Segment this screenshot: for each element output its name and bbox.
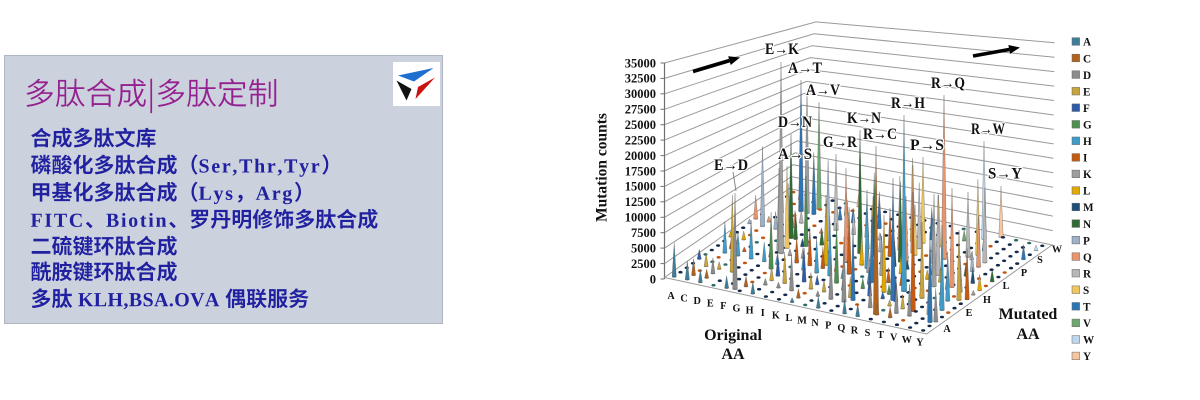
svg-text:P→S: P→S (910, 137, 944, 154)
svg-text:25000: 25000 (625, 118, 656, 132)
svg-text:A: A (1083, 37, 1091, 49)
svg-text:0: 0 (650, 272, 656, 286)
svg-text:V: V (1083, 318, 1091, 330)
svg-text:Y: Y (1083, 351, 1091, 363)
svg-text:L: L (1083, 186, 1090, 198)
svg-text:G: G (1083, 119, 1092, 131)
svg-text:27500: 27500 (625, 103, 656, 117)
svg-text:E: E (707, 298, 714, 309)
svg-text:7500: 7500 (631, 226, 656, 240)
svg-text:D: D (1083, 70, 1091, 82)
svg-text:5000: 5000 (631, 241, 656, 255)
svg-text:AA: AA (1016, 326, 1040, 343)
svg-text:12500: 12500 (625, 195, 656, 209)
svg-text:17500: 17500 (625, 164, 656, 178)
svg-text:A→S: A→S (778, 146, 812, 163)
svg-text:W: W (1083, 335, 1095, 347)
svg-text:A: A (667, 291, 675, 302)
svg-text:E: E (966, 308, 973, 319)
svg-text:I: I (761, 308, 765, 319)
svg-text:R→W: R→W (971, 121, 1005, 138)
svg-text:H: H (1083, 136, 1092, 148)
svg-text:F: F (720, 301, 726, 312)
svg-text:35000: 35000 (625, 56, 656, 70)
svg-text:Q: Q (837, 323, 845, 334)
svg-text:2500: 2500 (631, 257, 656, 271)
svg-text:N: N (1083, 219, 1091, 231)
svg-text:K: K (1083, 169, 1092, 181)
svg-text:R→H: R→H (891, 95, 925, 112)
svg-text:N: N (811, 318, 819, 329)
svg-text:M: M (797, 316, 807, 327)
svg-text:T: T (877, 330, 884, 341)
svg-text:S: S (1083, 285, 1089, 297)
svg-text:22500: 22500 (625, 133, 656, 147)
svg-text:15000: 15000 (625, 180, 656, 194)
svg-text:R: R (851, 325, 859, 336)
svg-text:L: L (786, 313, 793, 324)
svg-text:S: S (865, 328, 871, 339)
svg-text:L: L (1003, 281, 1010, 292)
svg-text:Mutation counts: Mutation counts (594, 113, 611, 222)
svg-text:S: S (1037, 255, 1043, 266)
svg-text:E→K: E→K (765, 41, 799, 58)
svg-text:K→N: K→N (847, 110, 881, 127)
svg-text:H: H (746, 306, 754, 317)
svg-text:10000: 10000 (625, 211, 656, 225)
svg-text:C: C (680, 293, 687, 304)
svg-text:G: G (733, 303, 741, 314)
svg-text:R→C: R→C (863, 126, 897, 143)
svg-text:Mutated: Mutated (999, 306, 1058, 323)
svg-text:S→Y: S→Y (988, 166, 1022, 183)
svg-text:Y: Y (916, 338, 924, 349)
svg-text:Original: Original (704, 327, 762, 344)
svg-text:P: P (1083, 235, 1090, 247)
svg-text:A→T: A→T (788, 60, 823, 77)
svg-text:A: A (943, 324, 951, 335)
svg-text:Q: Q (1083, 252, 1092, 264)
svg-text:A→V: A→V (806, 82, 841, 99)
svg-text:R: R (1083, 268, 1092, 280)
svg-text:D→N: D→N (778, 114, 812, 131)
svg-text:G→R: G→R (823, 134, 858, 151)
svg-text:AA: AA (721, 346, 745, 363)
svg-text:P: P (1021, 268, 1027, 279)
svg-text:E: E (1083, 86, 1090, 98)
svg-text:R→Q: R→Q (931, 75, 965, 92)
svg-text:W: W (1052, 245, 1063, 256)
svg-text:V: V (890, 333, 898, 344)
svg-text:I: I (1083, 153, 1087, 165)
svg-text:D: D (694, 296, 701, 307)
svg-text:32500: 32500 (625, 72, 656, 86)
svg-text:20000: 20000 (625, 149, 656, 163)
svg-text:30000: 30000 (625, 87, 656, 101)
svg-text:H: H (983, 295, 991, 306)
svg-text:P: P (825, 320, 831, 331)
svg-text:M: M (1083, 202, 1094, 214)
svg-text:T: T (1083, 302, 1091, 314)
svg-text:E→D: E→D (714, 157, 748, 174)
svg-text:W: W (902, 335, 913, 346)
svg-text:K: K (772, 311, 780, 322)
svg-text:C: C (1083, 53, 1091, 65)
svg-text:F: F (1083, 103, 1090, 115)
